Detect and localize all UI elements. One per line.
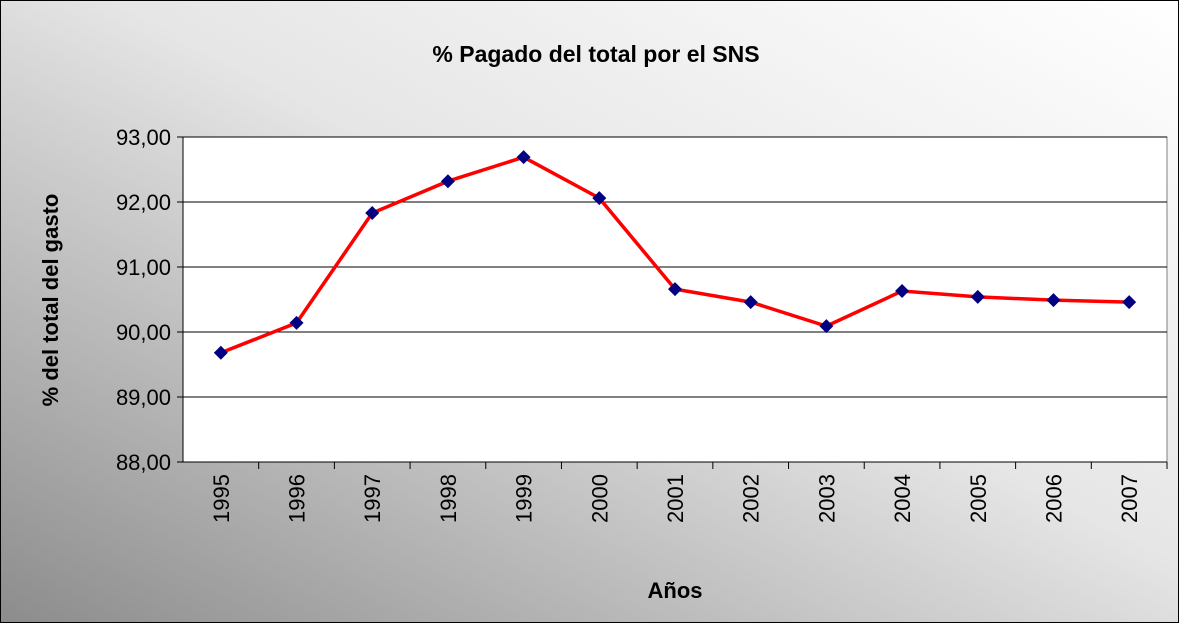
data-point <box>819 319 834 334</box>
x-tick-label: 2000 <box>587 474 612 523</box>
y-tick-label: 88,00 <box>116 450 171 475</box>
y-tick-label: 89,00 <box>116 385 171 410</box>
data-point <box>516 150 531 165</box>
x-tick-label: 2005 <box>966 474 991 523</box>
data-point <box>365 206 380 221</box>
data-point <box>970 289 985 304</box>
data-point <box>289 315 304 330</box>
x-tick-label: 1996 <box>285 474 310 523</box>
chart-title: % Pagado del total por el SNS <box>432 41 759 67</box>
y-axis-label: % del total del gasto <box>38 194 63 407</box>
x-tick-label: 1995 <box>209 474 234 523</box>
data-point <box>592 191 607 206</box>
y-tick-label: 90,00 <box>116 320 171 345</box>
x-tick-label: 2004 <box>890 474 915 523</box>
x-tick-label: 2002 <box>739 474 764 523</box>
data-point <box>213 345 228 360</box>
y-tick-label: 93,00 <box>116 125 171 150</box>
x-tick-label: 1997 <box>360 474 385 523</box>
x-axis-label: Años <box>648 578 703 603</box>
x-tick-label: 1998 <box>436 474 461 523</box>
x-tick-label: 2001 <box>663 474 688 523</box>
data-point <box>668 282 682 297</box>
data-point <box>1046 293 1061 308</box>
x-tick-label: 2007 <box>1117 474 1142 523</box>
x-tick-label: 1999 <box>512 474 537 523</box>
y-tick-label: 91,00 <box>116 255 171 280</box>
data-point <box>1122 295 1137 310</box>
y-tick-label: 92,00 <box>116 190 171 215</box>
x-tick-label: 2003 <box>814 474 839 523</box>
x-tick-label: 2006 <box>1041 474 1066 523</box>
data-point <box>440 174 455 189</box>
data-point <box>895 284 910 299</box>
data-point <box>743 295 758 310</box>
